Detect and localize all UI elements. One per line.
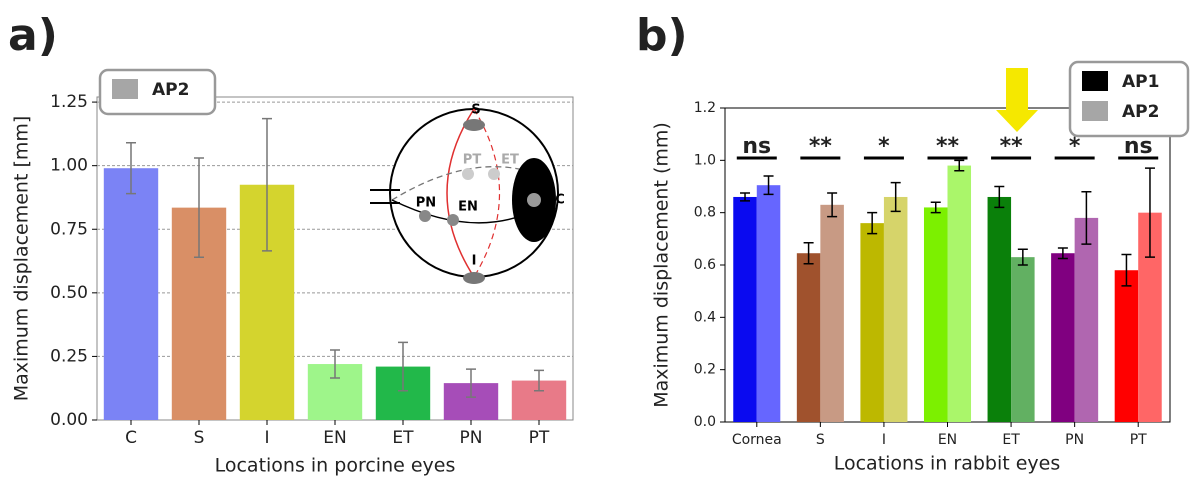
error-bar [466,368,476,398]
x-tick-label: S [194,428,205,448]
x-tick-label: S [816,432,825,448]
bar [1114,270,1139,422]
y-tick-label: 0.75 [50,219,88,239]
y-tick-label: 0.8 [694,205,716,221]
inset-label: PN [416,196,436,211]
error-bar [398,341,408,392]
inset-label: S [471,103,480,118]
error-bar [1121,253,1132,287]
inset-diagram [370,108,559,284]
error-bar [954,159,965,172]
significance-label: ns [1124,134,1153,159]
bar [103,168,159,420]
y-tick-label: 1.25 [50,92,88,112]
x-tick-label: PT [529,428,550,448]
y-tick-label: 1.0 [694,152,716,168]
y-axis-label: Maximum displacement [mm] [11,116,33,402]
significance-label: ** [1000,134,1024,159]
y-tick-label: 0.6 [694,257,716,273]
legend-swatch [1082,101,1108,121]
x-tick-label: I [264,428,269,448]
bar [947,165,972,423]
error-bar [930,201,941,214]
error-bar [740,192,751,202]
panel: b) Locations in rabbit eyes Maximum displa… [636,10,1190,475]
x-tick-label: Cornea [732,432,782,448]
inset-label: EN [458,200,478,215]
bar [1138,212,1162,422]
y-tick-label: 0.00 [50,410,88,430]
x-axis-label: Locations in rabbit eyes [834,453,1061,475]
x-tick-label: ET [1002,432,1020,448]
highlight-arrow [996,68,1038,132]
inset-label: PT [463,153,482,168]
error-bar [763,175,774,196]
legend-label: AP1 [1122,72,1159,92]
bar [796,253,821,422]
inset-label: C [555,193,565,208]
error-bar [890,181,901,213]
error-bar [330,349,340,379]
error-bar [1144,167,1155,258]
x-tick-label: PN [1065,432,1084,448]
bar [820,204,844,422]
error-bar [803,242,814,265]
bar [1011,257,1035,422]
error-bar [1057,247,1068,260]
significance-label: ns [742,134,771,159]
bar [987,196,1012,422]
y-tick-label: 0.0 [694,414,716,430]
bar [883,196,908,422]
error-bar [126,142,136,195]
y-tick-label: 0.4 [694,309,716,325]
y-tick-label: 0.50 [50,283,88,303]
y-tick-label: 1.2 [694,100,716,116]
y-tick-label: 0.25 [50,346,88,366]
y-tick-label: 0.2 [694,362,716,378]
error-bar [827,192,838,218]
error-bar [534,369,544,392]
bar [860,223,884,422]
bar [733,196,757,422]
panel-label: a) [8,10,58,61]
error-bar [1017,248,1028,266]
x-tick-label: PT [1130,432,1147,448]
bar [756,185,781,422]
error-bar [994,185,1005,209]
x-tick-label: PN [460,428,483,448]
panel-label: b) [636,10,688,61]
significance-label: ** [936,134,960,159]
legend-swatch [1082,71,1108,91]
x-axis-label: Locations in porcine eyes [215,455,456,477]
legend-label: AP2 [152,80,189,100]
bar [1074,217,1099,422]
significance-label: ** [809,134,833,159]
legend-label: AP2 [1122,102,1159,122]
significance-label: * [1069,134,1081,159]
inset-label: ET [501,153,519,168]
y-tick-label: 1.00 [50,156,88,176]
x-tick-label: ET [392,428,414,448]
bar [1051,253,1075,422]
error-bar [194,157,204,258]
x-tick-label: I [882,432,886,448]
error-bar [262,117,272,252]
y-axis-label: Maximum displacement (mm) [651,122,673,408]
x-tick-label: EN [938,432,957,448]
x-tick-label: C [125,428,137,448]
inset-label: I [472,254,477,269]
bar [923,207,948,422]
significance-label: * [878,134,890,159]
x-tick-label: EN [323,428,346,448]
error-bar [1081,190,1092,245]
error-bar [867,211,878,235]
legend-swatch [112,79,138,99]
